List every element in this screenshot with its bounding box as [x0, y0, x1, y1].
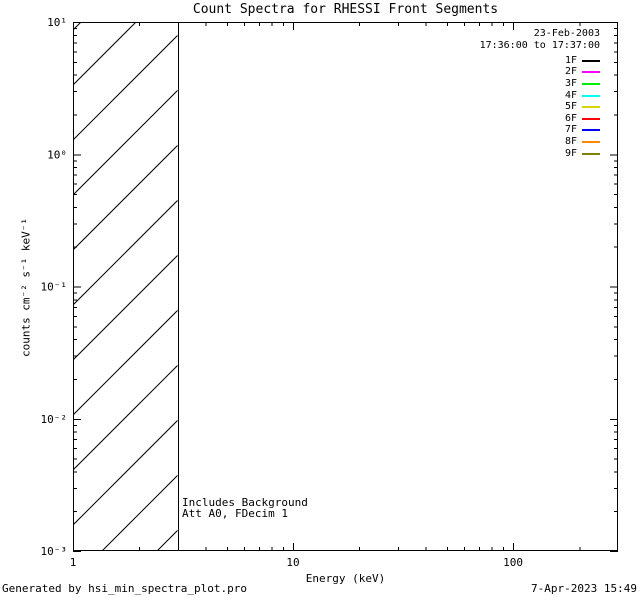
- legend-entry: 4F: [480, 90, 600, 102]
- annotation-attenuator-state: Att A0, FDecim 1: [182, 507, 288, 520]
- legend-entry-label: 7F: [564, 124, 577, 136]
- chart-title: Count Spectra for RHESSI Front Segments: [192, 2, 499, 17]
- legend-color-swatch: [582, 117, 600, 120]
- x-tick-label: 10: [286, 556, 299, 569]
- legend-entry: 6F: [480, 113, 600, 125]
- legend-entry: 7F: [480, 125, 600, 137]
- legend-entry-label: 5F: [564, 101, 577, 113]
- legend-entry-label: 4F: [564, 89, 577, 101]
- x-tick-label: 100: [503, 556, 523, 569]
- x-axis-label: Energy (keV): [305, 572, 386, 585]
- legend-entry-label: 8F: [564, 135, 577, 147]
- y-tick-label: 10⁻²: [41, 413, 68, 426]
- legend-entry: 9F: [480, 148, 600, 160]
- y-axis-label: counts cm⁻² s⁻¹ keV⁻¹: [19, 217, 33, 358]
- excluded-region-hatch: [73, 22, 178, 551]
- legend-entry-label: 6F: [564, 112, 577, 124]
- legend-entry: 2F: [480, 67, 600, 79]
- y-tick-label: 10⁻³: [41, 545, 68, 558]
- legend-entry-label: 1F: [564, 54, 577, 66]
- tick-labels: 1 10 100 10¹ 10⁰ 10⁻¹ 10⁻² 10⁻³: [41, 16, 523, 569]
- legend-color-swatch: [582, 106, 600, 109]
- legend-entry-label: 3F: [564, 77, 577, 89]
- legend-date: 23-Feb-2003: [533, 28, 600, 39]
- legend-color-swatch: [582, 129, 600, 132]
- legend-entry: 5F: [480, 101, 600, 113]
- legend-entry: 1F: [480, 55, 600, 67]
- legend-entries: 1F 2F 3F 4F 5F 6F 7F 8F 9F: [480, 55, 600, 159]
- legend-time-range: 17:36:00 to 17:37:00: [479, 40, 600, 51]
- legend-color-swatch: [582, 140, 600, 143]
- legend-color-swatch: [582, 59, 600, 62]
- legend-color-swatch: [582, 94, 600, 97]
- plot-annotations: Includes Background Att A0, FDecim 1: [182, 497, 308, 519]
- legend: 23-Feb-2003 17:36:00 to 17:37:00 1F 2F 3F 4…: [480, 28, 600, 159]
- legend-entry: 8F: [480, 136, 600, 148]
- legend-color-swatch: [582, 71, 600, 74]
- y-tick-label: 10⁻¹: [41, 281, 68, 294]
- y-tick-label: 10⁰: [47, 148, 67, 161]
- annotation-includes-background: Includes Background: [182, 496, 308, 509]
- axis-ticks: [73, 22, 618, 552]
- legend-entry-label: 9F: [564, 147, 577, 159]
- y-tick-label: 10¹: [47, 16, 67, 29]
- legend-entry-label: 2F: [564, 66, 577, 78]
- legend-color-swatch: [582, 152, 600, 155]
- legend-entry: 3F: [480, 78, 600, 90]
- x-tick-label: 1: [70, 556, 77, 569]
- legend-color-swatch: [582, 82, 600, 85]
- generated-by-text: Generated by hsi_min_spectra_plot.pro: [2, 582, 248, 595]
- plot-timestamp: 7-Apr-2023 15:49: [531, 582, 637, 595]
